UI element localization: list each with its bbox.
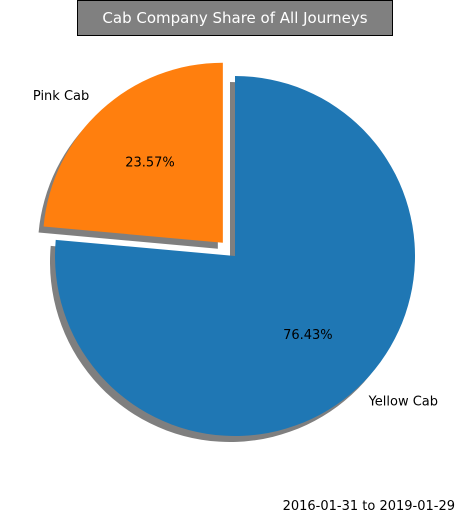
- pct-label-pink-cab: 23.57%: [125, 155, 175, 170]
- pct-label-yellow-cab: 76.43%: [283, 328, 333, 343]
- slice-yellow-cab: [54, 76, 415, 437]
- category-label-yellow-cab: Yellow Cab: [368, 395, 438, 410]
- category-label-pink-cab: Pink Cab: [33, 89, 89, 104]
- date-range-note: 2016-01-31 to 2019-01-29: [282, 499, 455, 514]
- slice-pink-cab: [43, 62, 223, 243]
- chart-title: Cab Company Share of All Journeys: [77, 0, 393, 36]
